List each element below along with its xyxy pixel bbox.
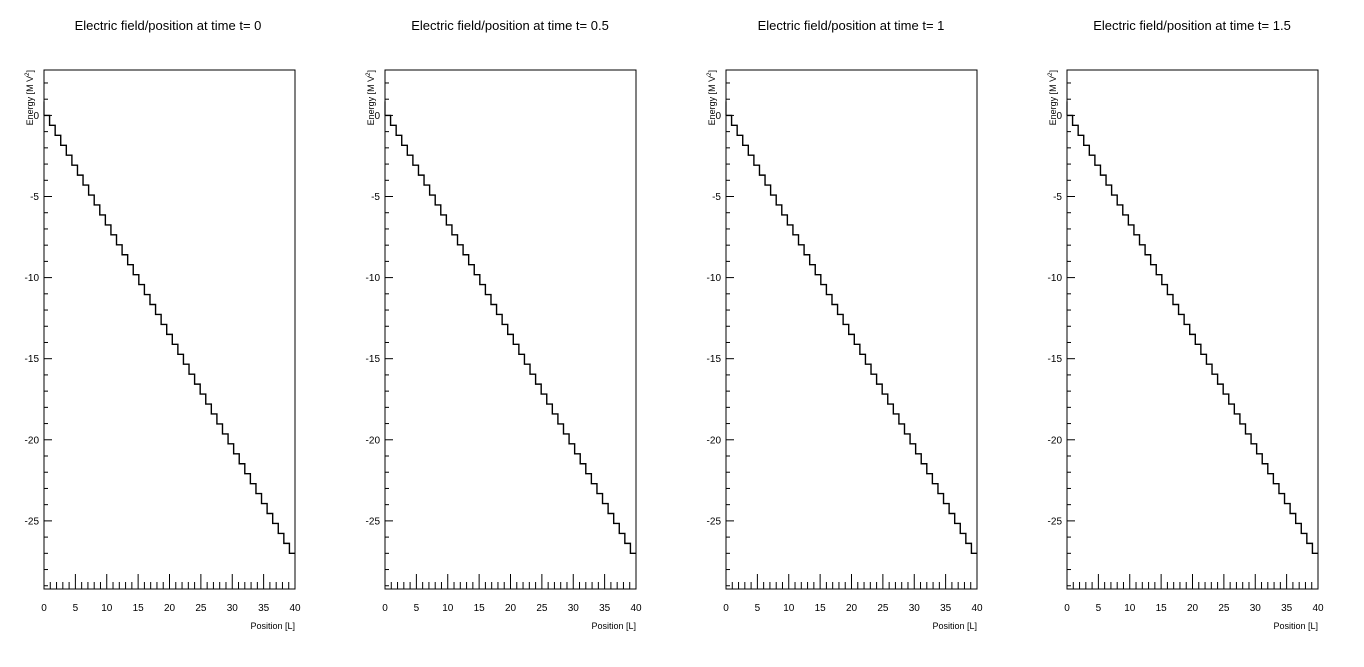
- y-tick-label: -5: [371, 192, 380, 203]
- y-tick-label: -25: [707, 516, 722, 527]
- chart-panel-3: Electric field/position at time t= 1 0 5 10…: [707, 18, 983, 631]
- x-axis-label: Position [L]: [932, 621, 977, 631]
- y-tick-label: 0: [715, 111, 721, 122]
- x-tick-label: 0: [723, 603, 729, 614]
- x-tick-label: 10: [783, 603, 795, 614]
- y-tick-label: 0: [374, 111, 380, 122]
- x-tick-label: 25: [536, 603, 548, 614]
- plot-frame: [725, 69, 978, 590]
- x-tick-label: 30: [568, 603, 580, 614]
- y-tick-label: -10: [1048, 273, 1063, 284]
- y-tick-label: -25: [1048, 516, 1063, 527]
- y-axis-label: Energy [M V2]: [1048, 70, 1058, 125]
- chart-title: Electric field/position at time t= 0.5: [411, 18, 609, 33]
- x-axis-label: Position [L]: [1273, 621, 1318, 631]
- y-tick-label: -10: [366, 273, 381, 284]
- chart-title: Electric field/position at time t= 1: [758, 18, 945, 33]
- chart-title: Electric field/position at time t= 0: [75, 18, 262, 33]
- y-tick-label: -5: [1053, 192, 1062, 203]
- y-tick-label: 0: [1056, 111, 1062, 122]
- x-tick-label: 25: [1218, 603, 1230, 614]
- x-axis-label: Position [L]: [591, 621, 636, 631]
- x-tick-label: 10: [1124, 603, 1136, 614]
- x-tick-label: 30: [1250, 603, 1262, 614]
- x-tick-label: 20: [164, 603, 176, 614]
- x-tick-label: 35: [940, 603, 952, 614]
- energy-step-line: [726, 114, 977, 555]
- chart-panel-2: Electric field/position at time t= 0.5 0 5…: [366, 18, 642, 631]
- x-tick-label: 40: [630, 603, 642, 614]
- chart-panel-1: Electric field/position at time t= 0 0 5 10…: [25, 18, 301, 631]
- x-tick-label: 0: [1064, 603, 1070, 614]
- y-tick-label: -5: [712, 192, 721, 203]
- x-tick-label: 20: [1187, 603, 1199, 614]
- y-axis-label: Energy [M V2]: [707, 70, 717, 125]
- y-tick-label: -10: [707, 273, 722, 284]
- y-tick-label: -20: [366, 435, 381, 446]
- plot-frame: [1066, 69, 1319, 590]
- x-tick-label: 40: [971, 603, 983, 614]
- chart-panel-4: Electric field/position at time t= 1.5 0 5…: [1048, 18, 1324, 631]
- y-tick-label: -15: [25, 354, 40, 365]
- x-tick-label: 15: [1156, 603, 1168, 614]
- y-tick-label: -15: [1048, 354, 1063, 365]
- x-tick-label: 25: [877, 603, 889, 614]
- x-tick-label: 30: [909, 603, 921, 614]
- y-tick-label: -15: [366, 354, 381, 365]
- y-tick-label: -25: [366, 516, 381, 527]
- x-tick-label: 0: [41, 603, 47, 614]
- y-tick-label: -15: [707, 354, 722, 365]
- y-axis-label: Energy [M V2]: [25, 70, 35, 125]
- x-tick-label: 40: [289, 603, 301, 614]
- y-tick-label: -25: [25, 516, 40, 527]
- energy-step-line: [44, 114, 295, 555]
- y-tick-label: -20: [707, 435, 722, 446]
- x-tick-label: 0: [382, 603, 388, 614]
- x-tick-label: 25: [195, 603, 207, 614]
- y-tick-label: 0: [33, 111, 39, 122]
- x-tick-label: 35: [1281, 603, 1293, 614]
- x-tick-label: 5: [73, 603, 79, 614]
- y-tick-label: -10: [25, 273, 40, 284]
- x-tick-label: 35: [599, 603, 611, 614]
- x-tick-label: 5: [414, 603, 420, 614]
- plot-frame: [384, 69, 637, 590]
- x-tick-label: 40: [1312, 603, 1324, 614]
- x-tick-label: 30: [227, 603, 239, 614]
- x-tick-label: 20: [846, 603, 858, 614]
- x-tick-label: 15: [815, 603, 827, 614]
- y-tick-label: -20: [25, 435, 40, 446]
- y-axis-label: Energy [M V2]: [366, 70, 376, 125]
- plot-frame: [43, 69, 296, 590]
- x-tick-label: 10: [101, 603, 113, 614]
- x-axis-label: Position [L]: [250, 621, 295, 631]
- energy-step-line: [1067, 114, 1318, 555]
- x-tick-label: 10: [442, 603, 454, 614]
- x-tick-label: 35: [258, 603, 270, 614]
- x-tick-label: 5: [755, 603, 761, 614]
- x-tick-label: 15: [133, 603, 145, 614]
- energy-step-line: [385, 114, 636, 555]
- x-tick-label: 5: [1096, 603, 1102, 614]
- y-tick-label: -5: [30, 192, 39, 203]
- chart-title: Electric field/position at time t= 1.5: [1093, 18, 1291, 33]
- x-tick-label: 20: [505, 603, 517, 614]
- x-tick-label: 15: [474, 603, 486, 614]
- y-tick-label: -20: [1048, 435, 1063, 446]
